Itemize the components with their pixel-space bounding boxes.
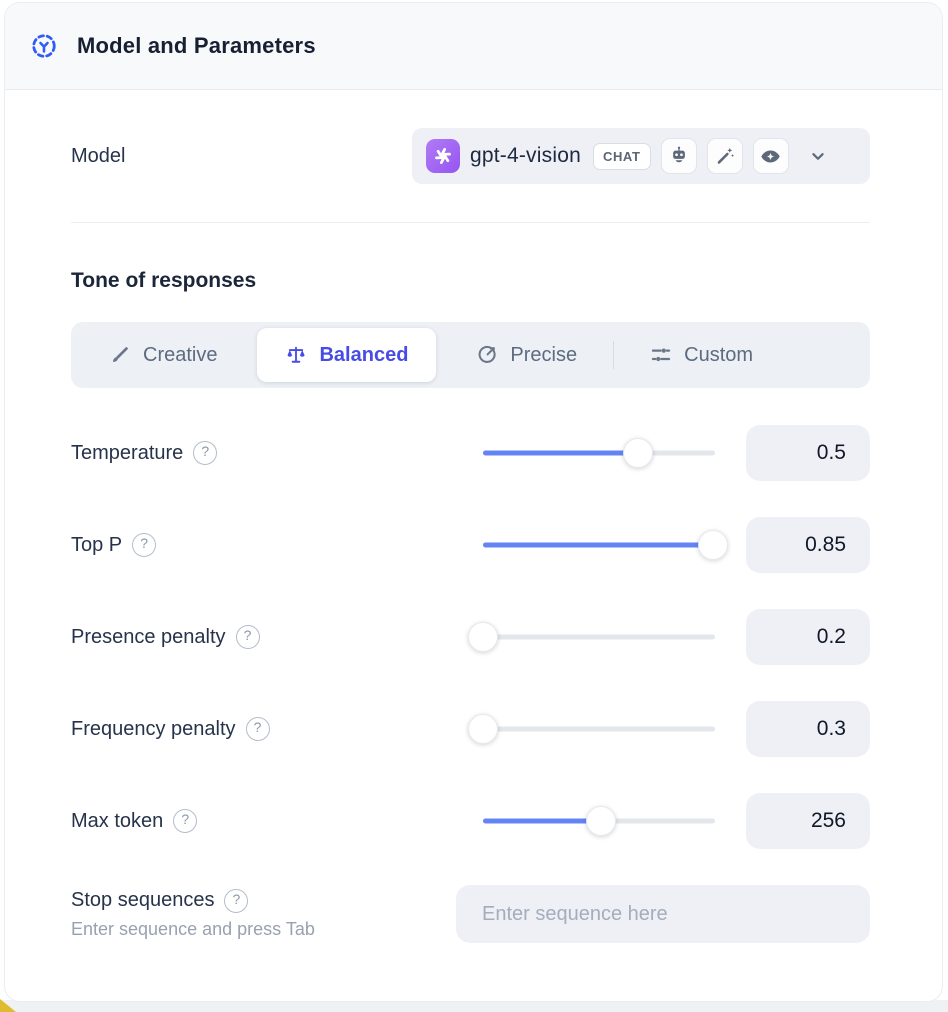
stop-sequences-label: Stop sequences ?: [71, 888, 456, 913]
sliders-icon: [650, 344, 672, 366]
tone-option-label: Custom: [684, 343, 754, 366]
frequency-penalty-value[interactable]: 0.3: [746, 701, 870, 757]
slider-thumb[interactable]: [697, 530, 728, 560]
section-divider: [71, 222, 870, 223]
tone-option-balanced[interactable]: Balanced: [257, 328, 437, 382]
help-icon[interactable]: ?: [235, 625, 260, 649]
stop-sequences-helper: Enter sequence and press Tab: [71, 918, 315, 939]
slider-thumb[interactable]: [623, 438, 654, 468]
top-p-row: Top P ? 0.85: [71, 517, 870, 573]
target-icon: [476, 344, 498, 366]
stop-sequences-row: Stop sequences ? Enter sequence and pres…: [71, 885, 870, 943]
model-and-parameters-panel: Model and Parameters Model: [4, 2, 943, 1002]
parameter-label-text: Temperature: [71, 441, 184, 464]
model-hub-icon: [29, 31, 59, 61]
slider-track: [483, 634, 715, 640]
page-background-strip: [0, 1000, 948, 1012]
brush-icon: [109, 344, 131, 366]
model-mode-badge: CHAT: [592, 142, 651, 170]
slider-track: [483, 542, 715, 548]
top-p-value[interactable]: 0.85: [746, 517, 870, 573]
temperature-row: Temperature ? 0.5: [71, 425, 870, 481]
top-p-slider[interactable]: [483, 530, 728, 560]
parameter-label-text: Top P: [71, 533, 123, 556]
model-row: Model gpt-4-vision CH: [71, 128, 870, 184]
stop-sequence-input[interactable]: [456, 885, 870, 943]
tone-option-label: Precise: [510, 343, 578, 366]
tone-segmented-control: Creative Balanced: [71, 322, 870, 388]
slider-fill: [483, 450, 639, 456]
stop-sequences-labels: Stop sequences ? Enter sequence and pres…: [71, 888, 456, 940]
parameter-label-text: Max token: [71, 809, 164, 832]
segment-divider: [613, 341, 615, 369]
tone-option-custom[interactable]: Custom: [616, 328, 787, 382]
model-select-dropdown[interactable]: gpt-4-vision CHAT: [412, 128, 870, 184]
temperature-label: Temperature ?: [71, 441, 483, 465]
max-token-value[interactable]: 256: [746, 793, 870, 849]
help-icon[interactable]: ?: [224, 888, 249, 913]
slider-thumb[interactable]: [586, 806, 617, 836]
slider-fill: [483, 542, 713, 548]
tone-option-creative[interactable]: Creative: [75, 328, 251, 382]
panel-title: Model and Parameters: [77, 33, 316, 58]
help-icon[interactable]: ?: [193, 441, 218, 465]
selected-model-name: gpt-4-vision: [470, 144, 581, 167]
help-icon[interactable]: ?: [245, 717, 270, 741]
tone-option-precise[interactable]: Precise: [442, 328, 611, 382]
presence-penalty-slider[interactable]: [468, 622, 715, 652]
help-icon[interactable]: ?: [173, 809, 198, 833]
max-token-label: Max token ?: [71, 809, 483, 833]
chevron-down-icon: [807, 145, 829, 167]
parameter-label-text: Presence penalty: [71, 625, 226, 648]
presence-penalty-row: Presence penalty ? 0.2: [71, 609, 870, 665]
tone-option-label: Balanced: [319, 343, 409, 366]
vision-eye-icon: [752, 138, 789, 174]
temperature-slider[interactable]: [483, 438, 715, 468]
openai-logo: [426, 139, 460, 173]
parameter-label-text: Stop sequences: [71, 889, 215, 911]
slider-track: [483, 450, 715, 456]
frequency-penalty-row: Frequency penalty ? 0.3: [71, 701, 870, 757]
frequency-penalty-label: Frequency penalty ?: [71, 717, 483, 741]
slider-thumb[interactable]: [468, 714, 498, 744]
balance-scale-icon: [285, 344, 307, 366]
top-p-label: Top P ?: [71, 533, 483, 557]
slider-fill: [483, 818, 602, 824]
max-token-row: Max token ? 256: [71, 793, 870, 849]
panel-header: Model and Parameters: [5, 3, 942, 90]
slider-thumb[interactable]: [468, 622, 498, 652]
presence-penalty-label: Presence penalty ?: [71, 625, 483, 649]
presence-penalty-value[interactable]: 0.2: [746, 609, 870, 665]
model-label: Model: [71, 144, 126, 167]
slider-track: [483, 726, 715, 732]
help-icon[interactable]: ?: [132, 533, 157, 557]
max-token-slider[interactable]: [483, 806, 715, 836]
robot-icon: [660, 138, 697, 174]
frequency-penalty-slider[interactable]: [468, 714, 715, 744]
temperature-value[interactable]: 0.5: [746, 425, 870, 481]
tone-heading: Tone of responses: [71, 269, 257, 292]
magic-wand-icon: [706, 138, 743, 174]
parameter-label-text: Frequency penalty: [71, 717, 236, 740]
tone-option-label: Creative: [143, 343, 218, 366]
